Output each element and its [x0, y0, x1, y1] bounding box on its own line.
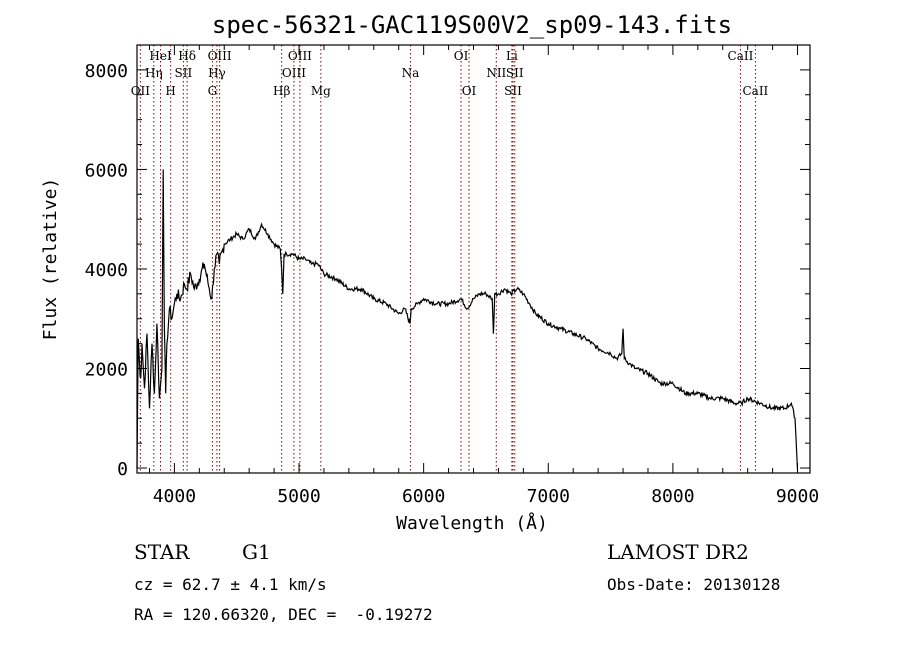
y-tick-label-2: 4000 — [85, 260, 128, 281]
plot-frame — [136, 44, 811, 474]
marker-label-8: OIII — [208, 49, 232, 63]
x-tick-label-5: 9000 — [776, 486, 819, 507]
marker-label-3: H — [165, 84, 175, 98]
survey-name: LAMOST DR2 — [607, 540, 749, 564]
marker-label-12: Mg — [311, 84, 331, 98]
marker-label-11: OIII — [288, 49, 312, 63]
y-tick-label-3: 6000 — [85, 160, 128, 181]
chart-title: spec-56321-GAC119S00V2_sp09-143.fits — [212, 11, 732, 39]
x-tick-label-1: 5000 — [277, 486, 320, 507]
marker-label-1: Hη — [145, 66, 163, 80]
marker-label-18: SII — [504, 84, 522, 98]
coordinates: RA = 120.66320, DEC = -0.19272 — [134, 605, 433, 624]
y-tick-label-0: 0 — [117, 459, 128, 480]
object-subclass: G1 — [242, 540, 271, 564]
x-tick-label-3: 7000 — [527, 486, 570, 507]
x-tick-label-4: 8000 — [651, 486, 694, 507]
x-tick-label-0: 4000 — [153, 486, 196, 507]
y-axis-label: Flux (relative) — [40, 178, 61, 341]
marker-label-13: Na — [402, 66, 420, 80]
x-axis-label: Wavelength (Å) — [396, 512, 548, 534]
marker-label-6: G — [208, 84, 218, 98]
marker-label-4: SII — [175, 66, 193, 80]
marker-label-7: Hγ — [208, 66, 226, 80]
y-tick-label-1: 2000 — [85, 359, 128, 380]
marker-label-5: Hδ — [178, 49, 196, 63]
spectrum-line — [136, 169, 799, 471]
redshift-text: cz = 62.7 ± 4.1 km/s — [134, 575, 327, 594]
marker-label-15: OI — [462, 84, 477, 98]
marker-label-17: Li — [506, 49, 518, 63]
y-tick-label-4: 8000 — [85, 61, 128, 82]
line-markers: OIIHηHeIHSIIHδGHγOIIIHβOIIIOIIIMgNaOIOIN… — [131, 45, 769, 473]
marker-label-10: OIII — [282, 66, 306, 80]
marker-label-20: CaII — [728, 49, 754, 63]
marker-label-21: CaII — [742, 84, 768, 98]
marker-label-19: SII — [506, 66, 524, 80]
x-axis-ticks: 4000 5000 6000 7000 8000 9000 — [148, 45, 819, 507]
marker-label-9: Hβ — [273, 84, 290, 98]
marker-label-14: OI — [454, 49, 469, 63]
obs-date: Obs-Date: 20130128 — [607, 575, 781, 594]
object-class: STAR — [134, 540, 190, 564]
marker-label-0: OII — [131, 84, 151, 98]
x-tick-label-2: 6000 — [402, 486, 445, 507]
y-axis-ticks: 0 2000 4000 6000 8000 — [85, 61, 810, 480]
marker-label-2: HeI — [149, 49, 172, 63]
marker-label-16: NII — [486, 66, 506, 80]
